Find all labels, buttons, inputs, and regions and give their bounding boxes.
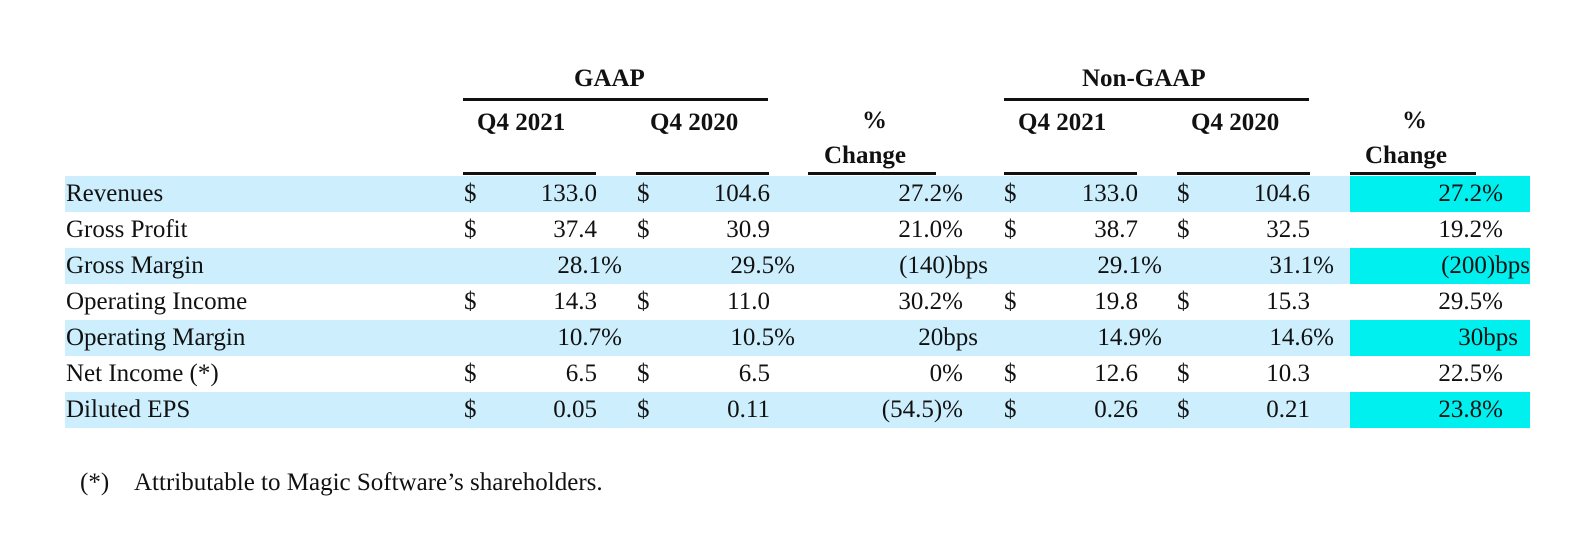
row-label: Diluted EPS xyxy=(66,396,191,423)
table-cell-g20: 30.9 xyxy=(726,216,770,243)
row-label: Gross Profit xyxy=(66,216,188,243)
table-cell-g20: 10.5% xyxy=(730,324,795,351)
col-rule-nongaap-change xyxy=(1350,172,1476,175)
table-cell-nchg: 22.5% xyxy=(1438,360,1503,387)
currency-symbol: $ xyxy=(464,216,477,243)
row-shading xyxy=(65,320,1530,356)
table-cell-gchg: (54.5)% xyxy=(881,396,963,423)
table-cell-gchg: 20bps xyxy=(918,324,978,351)
table-cell-nchg: 23.8% xyxy=(1438,396,1503,423)
col-header-gaap-change: Change xyxy=(824,142,906,169)
currency-symbol: $ xyxy=(1004,288,1017,315)
col-header-gaap-q4-2020: Q4 2020 xyxy=(650,109,739,136)
col-header-gaap-pct: % xyxy=(862,107,887,134)
table-cell-gchg: 27.2% xyxy=(898,180,963,207)
row-shading xyxy=(65,176,1530,212)
currency-symbol: $ xyxy=(1177,180,1190,207)
footnote-mark: (*) xyxy=(80,469,110,496)
row-shading xyxy=(65,248,1530,284)
col-rule-gaap-q4-2020 xyxy=(636,172,769,175)
table-cell-nchg: 29.5% xyxy=(1438,288,1503,315)
col-rule-nongaap-q4-2021 xyxy=(1004,172,1137,175)
table-cell-nchg: 27.2% xyxy=(1438,180,1503,207)
non-gaap-header-rule xyxy=(1004,98,1309,101)
col-header-nongaap-q4-2021: Q4 2021 xyxy=(1018,109,1107,136)
row-label: Operating Margin xyxy=(66,324,246,351)
currency-symbol: $ xyxy=(637,216,650,243)
currency-symbol: $ xyxy=(637,288,650,315)
change-highlight xyxy=(1350,392,1530,428)
table-cell-g21: 10.7% xyxy=(557,324,622,351)
table-cell-n20: 104.6 xyxy=(1253,180,1310,207)
table-cell-gchg: 30.2% xyxy=(898,288,963,315)
table-cell-n20: 15.3 xyxy=(1266,288,1310,315)
currency-symbol: $ xyxy=(1004,396,1017,423)
footnote: (*) Attributable to Magic Software’s shar… xyxy=(80,466,603,500)
footnote-text: Attributable to Magic Software’s shareho… xyxy=(134,469,603,496)
currency-symbol: $ xyxy=(1004,360,1017,387)
col-rule-gaap-q4-2021 xyxy=(463,172,596,175)
table-cell-g20: 104.6 xyxy=(713,180,770,207)
currency-symbol: $ xyxy=(1177,396,1190,423)
row-shading xyxy=(65,392,1530,428)
row-label: Operating Income xyxy=(66,288,248,315)
currency-symbol: $ xyxy=(637,396,650,423)
table-cell-n21: 19.8 xyxy=(1094,288,1138,315)
currency-symbol: $ xyxy=(464,396,477,423)
table-cell-gchg: (140)bps xyxy=(899,252,988,279)
table-cell-g20: 29.5% xyxy=(730,252,795,279)
row-label: Revenues xyxy=(66,180,164,207)
table-cell-g21: 133.0 xyxy=(540,180,597,207)
currency-symbol: $ xyxy=(1004,180,1017,207)
currency-symbol: $ xyxy=(637,180,650,207)
table-cell-n21: 29.1% xyxy=(1097,252,1162,279)
currency-symbol: $ xyxy=(464,180,477,207)
col-rule-gaap-change xyxy=(808,172,936,175)
col-header-gaap-q4-2021: Q4 2021 xyxy=(477,109,566,136)
table-cell-g21: 14.3 xyxy=(553,288,597,315)
table-cell-n20: 31.1% xyxy=(1269,252,1334,279)
table-cell-g21: 6.5 xyxy=(565,360,597,387)
col-rule-nongaap-q4-2020 xyxy=(1177,172,1310,175)
table-cell-n20: 0.21 xyxy=(1266,396,1310,423)
currency-symbol: $ xyxy=(1177,288,1190,315)
table-cell-g21: 28.1% xyxy=(557,252,622,279)
change-highlight xyxy=(1350,320,1530,356)
gaap-header-rule xyxy=(463,98,768,101)
table-cell-g21: 37.4 xyxy=(553,216,597,243)
currency-symbol: $ xyxy=(637,360,650,387)
table-cell-n20: 14.6% xyxy=(1269,324,1334,351)
col-header-nongaap-pct: % xyxy=(1402,107,1427,134)
table-cell-g20: 6.5 xyxy=(738,360,770,387)
currency-symbol: $ xyxy=(464,360,477,387)
currency-symbol: $ xyxy=(1004,216,1017,243)
currency-symbol: $ xyxy=(464,288,477,315)
change-highlight xyxy=(1350,248,1530,284)
table-cell-n21: 133.0 xyxy=(1081,180,1138,207)
table-cell-n20: 10.3 xyxy=(1266,360,1310,387)
table-cell-n21: 12.6 xyxy=(1094,360,1138,387)
table-cell-nchg: 19.2% xyxy=(1438,216,1503,243)
table-cell-gchg: 21.0% xyxy=(898,216,963,243)
table-cell-gchg: 0% xyxy=(929,360,963,387)
gaap-header: GAAP xyxy=(574,65,645,92)
table-cell-nchg: 30bps xyxy=(1458,324,1518,351)
row-label: Net Income (*) xyxy=(66,360,219,387)
col-header-nongaap-q4-2020: Q4 2020 xyxy=(1191,109,1280,136)
table-cell-g20: 11.0 xyxy=(727,288,770,315)
table-cell-g20: 0.11 xyxy=(727,396,770,423)
table-cell-n21: 14.9% xyxy=(1097,324,1162,351)
table-cell-n21: 0.26 xyxy=(1094,396,1138,423)
table-cell-n20: 32.5 xyxy=(1266,216,1310,243)
table-cell-g21: 0.05 xyxy=(553,396,597,423)
currency-symbol: $ xyxy=(1177,216,1190,243)
table-cell-nchg: (200)bps xyxy=(1441,252,1530,279)
change-highlight xyxy=(1350,176,1530,212)
row-label: Gross Margin xyxy=(66,252,204,279)
col-header-nongaap-change: Change xyxy=(1365,142,1447,169)
table-cell-n21: 38.7 xyxy=(1094,216,1138,243)
currency-symbol: $ xyxy=(1177,360,1190,387)
non-gaap-header: Non-GAAP xyxy=(1082,65,1206,92)
